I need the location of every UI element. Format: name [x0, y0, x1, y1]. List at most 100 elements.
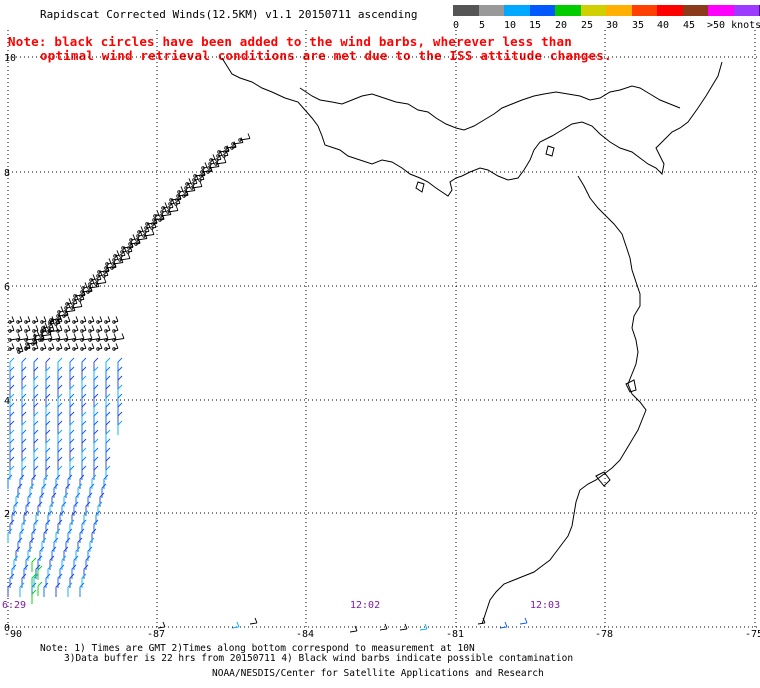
wind-barb: [45, 411, 51, 426]
wind-barb: [72, 316, 79, 324]
wind-barb: [57, 447, 63, 462]
legend-label: >50 knots: [707, 20, 760, 31]
legend-label: 35: [632, 20, 645, 31]
wind-barb: [117, 420, 123, 435]
wind-barb: [69, 465, 75, 480]
wind-barb: [9, 402, 15, 417]
wind-barb: [67, 582, 73, 597]
wind-barb: [105, 375, 111, 390]
wind-barb: [33, 357, 39, 372]
wind-barb: [21, 447, 27, 462]
wind-barb: [93, 375, 99, 390]
wind-barb: [9, 411, 15, 426]
legend-swatch: [708, 5, 734, 16]
wind-barb: [45, 402, 51, 417]
time-label: 12:03: [530, 600, 560, 611]
wind-barb: [399, 623, 408, 631]
legend-label: 10: [504, 20, 517, 31]
wind-barb: [93, 519, 99, 534]
wind-barb: [81, 402, 87, 417]
wind-barb: [9, 573, 15, 588]
wind-barb: [177, 186, 184, 194]
wind-barb: [73, 555, 79, 570]
wind-barb: [45, 375, 51, 390]
wind-barb: [206, 166, 213, 174]
wind-barb: [93, 429, 99, 444]
legend-swatch: [529, 5, 555, 16]
wind-barb: [93, 438, 99, 453]
wind-barb: [88, 343, 95, 351]
wind-barb: [57, 402, 63, 417]
wind-barb: [55, 528, 61, 543]
wind-barb: [25, 501, 31, 516]
wind-barb: [69, 393, 75, 408]
wind-barb: [198, 174, 205, 182]
wind-barb: [129, 234, 136, 242]
wind-barb: [238, 133, 251, 142]
wind-barb: [112, 343, 119, 351]
wind-barb: [31, 589, 37, 604]
wind-barb: [134, 238, 141, 246]
wind-barb: [31, 528, 37, 543]
wind-barb: [117, 375, 123, 390]
legend-swatch: [453, 5, 479, 16]
wind-barb: [57, 420, 63, 435]
wind-barb: [59, 564, 65, 579]
wind-barb: [69, 366, 75, 381]
wind-barb: [69, 357, 75, 372]
wind-barb: [48, 325, 55, 333]
note-line-2: optimal wind retrieval conditions are me…: [40, 48, 612, 63]
wind-barb: [45, 420, 51, 435]
wind-barb: [37, 565, 43, 580]
wind-barb: [45, 393, 51, 408]
wind-barb: [160, 206, 167, 214]
wind-barb: [21, 384, 27, 399]
wind-barb: [71, 564, 77, 579]
wind-barb: [105, 402, 111, 417]
wind-barb: [88, 316, 95, 324]
wind-barb: [81, 447, 87, 462]
wind-barb: [63, 492, 69, 507]
wind-barb: [158, 214, 165, 222]
wind-barb: [31, 557, 37, 572]
longitude-label: -84: [296, 629, 314, 640]
wind-barb: [105, 465, 111, 480]
wind-barb: [81, 375, 87, 390]
wind-barb: [96, 316, 103, 324]
wind-barb: [13, 501, 19, 516]
legend-label: 0: [453, 20, 460, 31]
wind-barb: [419, 623, 428, 631]
wind-barb: [105, 438, 111, 453]
wind-barb: [43, 582, 49, 597]
wind-barb: [21, 357, 27, 372]
wind-barb: [69, 447, 75, 462]
wind-barb: [105, 393, 111, 408]
wind-barb: [21, 465, 27, 480]
wind-barb: [49, 555, 55, 570]
wind-barb: [45, 519, 51, 534]
wind-barb: [97, 501, 103, 516]
wind-barb: [27, 546, 33, 561]
legend-swatch: [478, 5, 504, 16]
footer-credit: NOAA/NESDIS/Center for Satellite Applica…: [212, 668, 544, 679]
wind-barb: [69, 375, 75, 390]
wind-barb: [7, 582, 13, 597]
wind-barb: [93, 456, 99, 471]
wind-barb: [79, 528, 85, 543]
wind-barb: [69, 519, 75, 534]
wind-barb: [75, 546, 81, 561]
wind-barb: [103, 474, 109, 489]
coastline: [221, 57, 723, 197]
wind-barb: [379, 623, 388, 631]
legend-swatch: [733, 5, 759, 16]
note-line-1: Note: black circles have been added to t…: [8, 34, 572, 49]
wind-barb: [31, 573, 37, 588]
latitude-label: 2: [4, 509, 10, 520]
wind-barb: [55, 474, 61, 489]
wind-barb: [69, 438, 75, 453]
wind-barb: [15, 546, 21, 561]
legend-swatch: [682, 5, 708, 16]
wind-barb: [33, 573, 39, 588]
wind-barb: [16, 325, 23, 333]
wind-barb: [13, 555, 19, 570]
